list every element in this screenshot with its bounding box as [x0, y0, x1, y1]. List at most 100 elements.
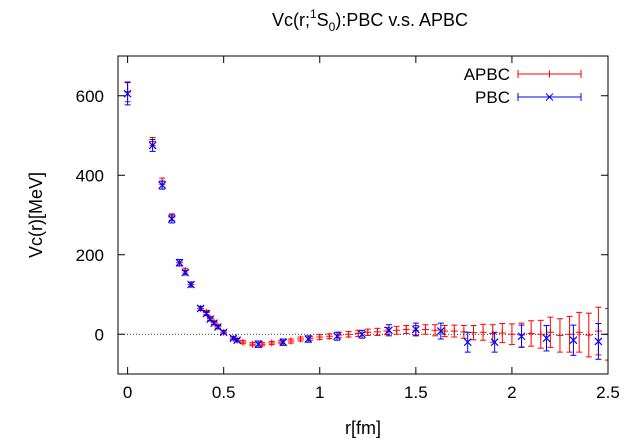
data-point — [517, 324, 526, 348]
data-point — [316, 333, 324, 341]
data-point — [202, 309, 211, 318]
data-point — [556, 318, 564, 353]
cross-marker — [148, 141, 157, 150]
y-tick-label: 0 — [95, 325, 104, 344]
cross-marker — [490, 338, 499, 347]
x-tick-label: 0 — [123, 383, 132, 402]
data-point — [490, 331, 499, 353]
legend-entry-apbc: APBC — [464, 65, 582, 84]
cross-marker — [385, 326, 393, 335]
cross-marker — [463, 338, 472, 347]
x-tick-label: 2.5 — [596, 383, 620, 402]
data-point — [233, 336, 242, 345]
cross-marker — [181, 268, 190, 277]
y-tick-label: 600 — [76, 87, 104, 106]
y-axis-label: Vc(r)[MeV] — [26, 172, 46, 258]
chart-title-mid: S — [317, 10, 329, 30]
legend-entry-pbc: PBC — [475, 88, 582, 107]
data-point — [431, 324, 439, 337]
data-point — [364, 328, 372, 336]
data-point — [575, 311, 583, 353]
data-point — [479, 323, 487, 341]
cross-marker — [542, 334, 551, 343]
cross-marker — [233, 336, 242, 345]
data-point — [239, 338, 247, 346]
data-point — [123, 82, 132, 106]
data-point — [585, 312, 593, 358]
data-point — [508, 323, 516, 346]
data-point — [436, 322, 445, 340]
data-point — [148, 138, 157, 152]
x-tick-label: 2 — [507, 383, 516, 402]
legend-marker — [545, 93, 554, 101]
data-point — [325, 332, 333, 340]
cross-marker — [304, 335, 313, 343]
y-tick-label: 200 — [76, 246, 104, 265]
data-point — [402, 325, 410, 334]
cross-marker — [219, 328, 228, 337]
cross-marker — [333, 332, 341, 341]
series-pbc — [123, 82, 603, 360]
legend-label: APBC — [464, 65, 510, 84]
data-point — [569, 324, 578, 356]
x-tick-label: 1.5 — [404, 383, 428, 402]
x-tick-label: 0.5 — [212, 383, 236, 402]
data-point — [304, 335, 313, 343]
cross-marker — [229, 334, 238, 343]
cross-marker — [436, 327, 445, 335]
cross-marker — [358, 330, 366, 339]
data-point — [279, 338, 288, 347]
data-point — [393, 325, 401, 335]
data-point — [297, 335, 305, 343]
data-point — [421, 324, 429, 335]
x-axis-label: r[fm] — [345, 418, 381, 438]
chart-title-post: ):PBC v.s. APBC — [335, 10, 468, 30]
chart-title-sub: 0 — [329, 20, 336, 34]
data-point — [385, 324, 393, 337]
series-apbc — [124, 81, 608, 361]
y-tick-label: 400 — [76, 166, 104, 185]
data-point — [249, 340, 257, 348]
data-point — [333, 331, 341, 341]
cross-marker — [517, 332, 526, 341]
data-point — [258, 340, 266, 348]
data-point — [594, 323, 603, 360]
x-tick-label: 1 — [315, 383, 324, 402]
cross-marker — [187, 280, 195, 289]
cross-marker — [569, 336, 578, 345]
data-point — [411, 322, 420, 337]
data-point — [158, 180, 167, 190]
data-point — [345, 330, 353, 338]
data-point — [167, 214, 176, 224]
data-point — [181, 268, 190, 277]
data-point — [542, 325, 551, 352]
chart-title: Vc(r;1S0):PBC v.s. APBC — [272, 7, 468, 34]
cross-marker — [167, 215, 176, 223]
data-point — [463, 331, 472, 353]
plot-frame — [117, 55, 609, 375]
chart-title-pre: Vc(r; — [272, 10, 310, 30]
data-point — [373, 327, 381, 336]
cross-marker — [279, 338, 288, 347]
data-point — [254, 340, 263, 349]
legend-label: PBC — [475, 88, 510, 107]
chart-title-sup: 1 — [310, 7, 317, 21]
data-point — [358, 329, 366, 339]
data-point — [566, 315, 574, 353]
cross-marker — [175, 258, 184, 267]
cross-marker — [254, 340, 263, 349]
data-point — [219, 328, 228, 337]
cross-marker — [213, 323, 222, 332]
data-point — [537, 319, 545, 349]
cross-marker — [158, 181, 167, 190]
data-point — [546, 316, 554, 348]
data-point — [287, 337, 295, 345]
cross-marker — [123, 89, 132, 98]
data-point — [187, 280, 195, 289]
data-point — [210, 319, 219, 328]
cross-marker — [411, 325, 420, 334]
data-point — [498, 323, 506, 344]
data-point — [469, 325, 477, 341]
data-point — [441, 325, 449, 338]
